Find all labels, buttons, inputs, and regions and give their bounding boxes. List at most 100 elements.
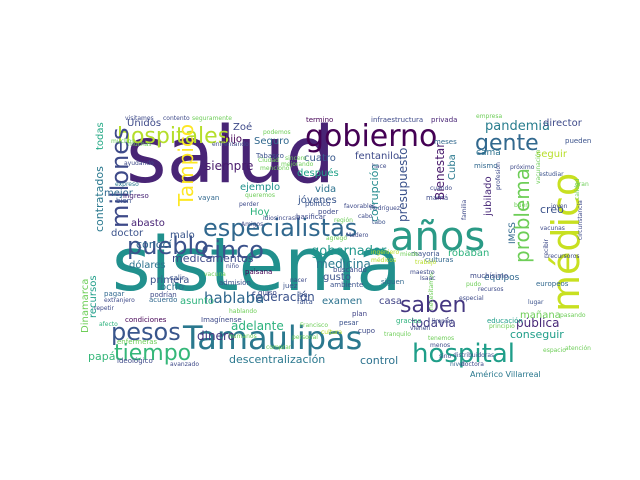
word-48: mejor <box>104 188 134 199</box>
word-175: personal <box>292 334 318 341</box>
word-183: muchas <box>128 141 152 148</box>
word-27: adelante <box>231 319 284 333</box>
word-84: condiciones <box>125 316 167 324</box>
word-171: espacio <box>543 347 566 354</box>
word-35: mañana <box>520 310 561 321</box>
word-174: nacer <box>290 277 307 284</box>
word-11: pesos <box>111 318 181 346</box>
word-188: vacunación <box>535 150 542 184</box>
word-71: ocho <box>160 282 184 293</box>
word-29: dinero <box>197 329 235 343</box>
word-33: conseguir <box>510 328 564 341</box>
word-1: sistema <box>112 222 402 308</box>
word-111: meses <box>434 138 457 146</box>
word-172: vacunas <box>540 225 565 232</box>
word-15: saben <box>400 293 466 318</box>
word-53: cuatro <box>304 153 336 164</box>
word-153: seguramente <box>192 115 232 122</box>
word-28: todavía <box>411 316 456 330</box>
word-156: podemos <box>263 129 291 136</box>
word-158: mencionó <box>260 165 290 172</box>
word-22: siempre <box>205 159 253 173</box>
word-25: federación <box>251 290 315 304</box>
word-14: gente <box>475 131 539 156</box>
word-80: muchísimo <box>470 272 508 280</box>
word-173: pasando <box>560 312 586 319</box>
word-37: corrupción <box>368 164 381 222</box>
word-160: sincero <box>285 155 307 162</box>
word-34: pública <box>516 316 559 330</box>
word-41: dólares <box>129 259 166 271</box>
word-51: después <box>297 167 339 179</box>
word-190: gran <box>575 181 589 188</box>
word-143: distribuidoras <box>453 352 494 359</box>
word-43: Unidos <box>127 118 161 129</box>
word-146: sino <box>439 353 452 360</box>
word-20: hijo <box>224 134 242 145</box>
word-141: miedo <box>400 251 419 258</box>
word-6: especialistas <box>203 214 357 242</box>
word-169: queremos <box>245 192 275 199</box>
word-148: idiosincrasia <box>263 215 301 222</box>
word-77: Tabasco <box>255 152 284 160</box>
word-147: pudo <box>466 281 481 288</box>
word-137: tenemos <box>428 335 454 342</box>
word-21: Hoy <box>250 207 270 218</box>
word-65: gusto <box>323 272 351 283</box>
word-105: Amigos <box>241 221 263 228</box>
word-118: admisión <box>219 279 251 287</box>
word-45: contratados <box>93 166 106 232</box>
word-63: cama <box>476 148 501 158</box>
word-17: Tampico <box>174 124 198 207</box>
word-100: siguen <box>381 278 404 286</box>
word-73: Américo Villarreal <box>470 369 541 379</box>
word-103: mayoría <box>411 250 440 258</box>
word-178: región <box>334 217 353 224</box>
word-106: basificar <box>296 213 326 221</box>
word-155: visitamos <box>125 115 154 122</box>
word-40: medicamentos <box>172 252 254 265</box>
word-69: malo <box>170 230 195 241</box>
word-184: Isaac <box>420 275 436 282</box>
word-163: agregó <box>326 235 347 242</box>
word-32: papá <box>88 350 115 363</box>
word-70: primera <box>150 275 189 286</box>
word-149: cultura <box>321 329 342 336</box>
word-113: tabo <box>372 219 386 226</box>
word-154: contento <box>163 115 190 122</box>
word-57: jubilado <box>483 176 494 217</box>
word-31: control <box>360 354 398 367</box>
word-87: plan <box>352 310 367 318</box>
word-122: lugar <box>528 299 544 306</box>
word-117: quiso <box>258 289 277 297</box>
word-89: nivel <box>450 361 465 368</box>
word-95: acuerdo <box>149 296 177 304</box>
word-93: paisana <box>245 268 272 276</box>
word-138: principio <box>489 323 515 330</box>
word-92: recursos <box>478 286 504 293</box>
word-7: pueblo <box>127 232 209 260</box>
word-76: termino <box>306 116 333 124</box>
word-151: recibir <box>543 239 550 258</box>
word-38: Bienestar <box>433 143 447 200</box>
word-162: Rodríguez <box>370 205 400 212</box>
word-97: extranjero <box>104 297 135 304</box>
word-47: Dinamarca <box>80 279 91 333</box>
word-52: jóvenes <box>297 194 337 206</box>
word-167: cuando <box>430 185 452 192</box>
word-170: calidad <box>574 178 581 200</box>
word-185: maestro <box>410 269 435 276</box>
word-152: enfrentando <box>212 141 249 148</box>
word-157: ayudando <box>124 160 154 167</box>
word-44: todas <box>95 122 106 150</box>
word-135: trabajo <box>415 259 437 266</box>
word-9: hospital <box>412 339 515 369</box>
word-121: expreso <box>115 181 139 188</box>
word-18: pandemia <box>485 119 550 134</box>
word-56: Cuba <box>447 154 458 180</box>
word-24: medicina <box>316 257 371 271</box>
word-187: buen <box>514 202 529 209</box>
word-107: poder <box>318 208 338 216</box>
word-133: mejorando <box>281 161 314 168</box>
word-23: gobernador <box>311 244 387 259</box>
